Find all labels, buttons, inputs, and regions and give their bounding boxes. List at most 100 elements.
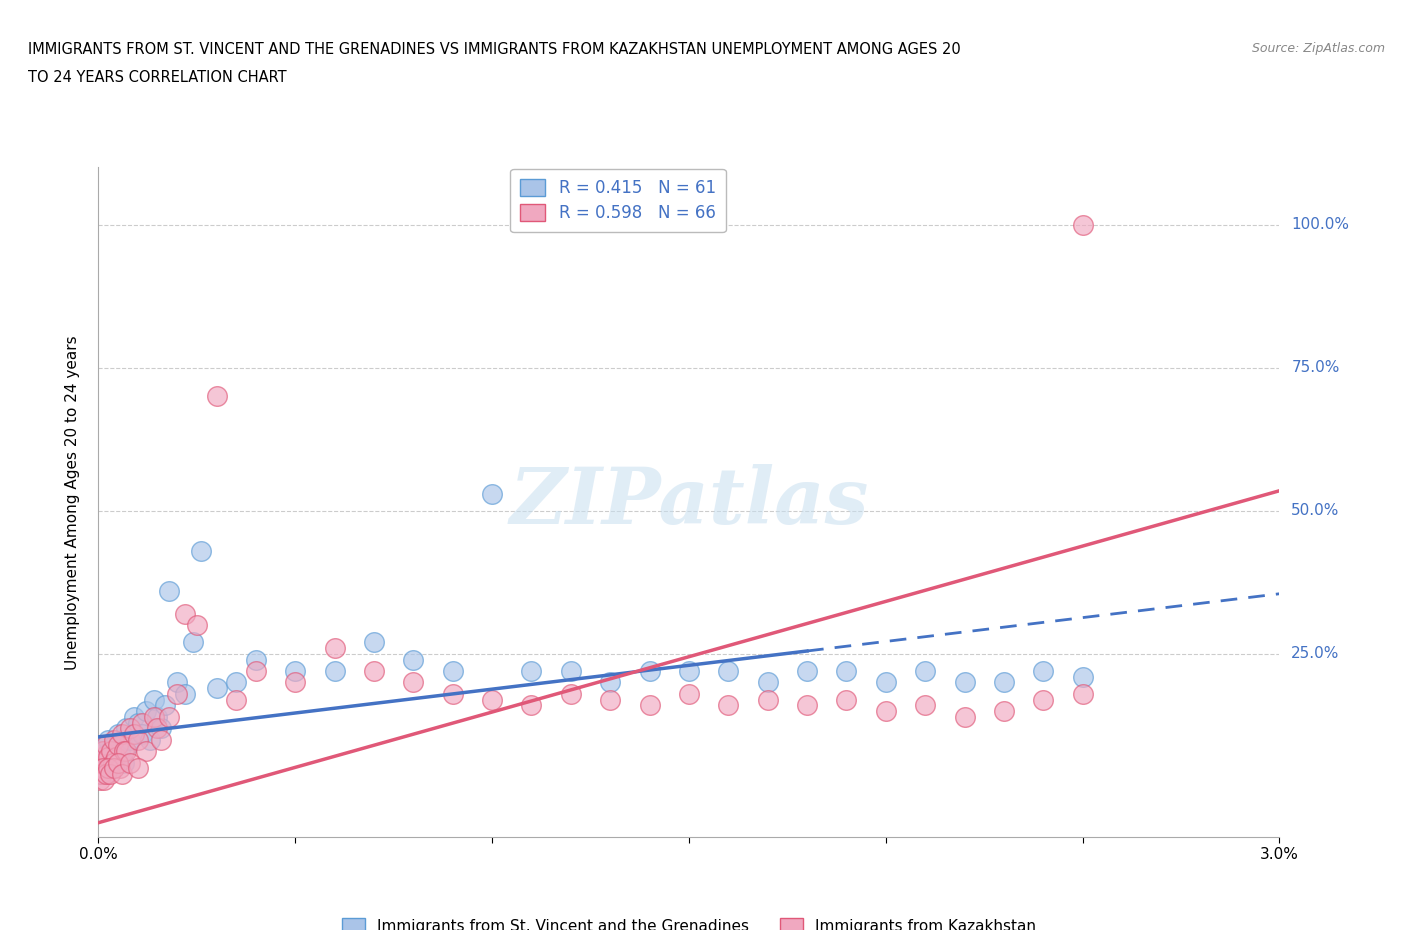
Point [108,744,131,759]
Point [520,664,543,679]
Point [142,692,165,707]
Point [98,761,121,776]
Point [118,732,141,747]
Point [225,692,247,707]
Point [98,744,121,759]
Point [953,710,976,724]
Point [89,750,111,764]
Point [875,704,897,719]
Point [1071,218,1094,232]
Point [166,686,188,701]
Point [107,726,129,741]
Point [89,755,111,770]
Point [205,389,228,404]
Point [756,692,779,707]
Point [96,761,118,776]
Point [127,715,149,730]
Point [115,744,138,759]
Point [914,698,936,712]
Point [103,761,125,776]
Legend: Immigrants from St. Vincent and the Grenadines, Immigrants from Kazakhstan: Immigrants from St. Vincent and the Gren… [336,911,1042,930]
Point [107,738,129,753]
Point [100,744,122,759]
Text: 100.0%: 100.0% [1291,217,1350,232]
Point [560,664,582,679]
Point [323,664,346,679]
Point [638,664,661,679]
Text: 25.0%: 25.0% [1291,646,1340,661]
Point [107,755,129,770]
Point [94,766,117,781]
Point [717,698,740,712]
Point [284,664,307,679]
Point [98,766,121,781]
Point [284,675,307,690]
Point [402,675,425,690]
Point [520,698,543,712]
Point [323,641,346,656]
Point [122,726,145,741]
Point [91,761,114,776]
Point [90,766,112,781]
Point [97,732,120,747]
Point [118,755,141,770]
Point [131,715,153,730]
Point [93,772,115,787]
Point [186,618,208,632]
Point [89,766,111,781]
Point [245,652,267,667]
Point [87,761,110,776]
Point [135,704,157,719]
Point [150,732,173,747]
Point [678,664,700,679]
Point [89,772,111,787]
Point [174,606,197,621]
Point [90,750,112,764]
Point [402,652,425,667]
Point [157,710,180,724]
Point [796,664,818,679]
Point [111,766,134,781]
Point [363,664,385,679]
Point [98,761,121,776]
Point [112,744,135,759]
Text: IMMIGRANTS FROM ST. VINCENT AND THE GRENADINES VS IMMIGRANTS FROM KAZAKHSTAN UNE: IMMIGRANTS FROM ST. VINCENT AND THE GREN… [28,42,960,57]
Point [560,686,582,701]
Point [756,675,779,690]
Point [127,732,149,747]
Point [481,692,503,707]
Point [1071,670,1094,684]
Point [181,635,204,650]
Point [914,664,936,679]
Point [90,761,112,776]
Point [638,698,661,712]
Point [717,664,740,679]
Point [599,692,621,707]
Point [993,704,1015,719]
Point [103,732,125,747]
Point [122,710,145,724]
Point [205,681,228,696]
Text: ZIPatlas: ZIPatlas [509,464,869,540]
Point [115,721,138,736]
Point [166,675,188,690]
Text: Source: ZipAtlas.com: Source: ZipAtlas.com [1251,42,1385,55]
Text: 50.0%: 50.0% [1291,503,1340,518]
Point [101,755,124,770]
Point [190,543,212,558]
Point [87,755,110,770]
Point [105,750,128,764]
Point [599,675,621,690]
Point [835,692,858,707]
Point [363,635,385,650]
Point [108,761,131,776]
Point [146,721,169,736]
Point [111,732,134,747]
Point [112,755,135,770]
Point [118,721,141,736]
Point [111,726,134,741]
Point [103,738,125,753]
Point [138,732,160,747]
Point [875,675,897,690]
Text: 75.0%: 75.0% [1291,360,1340,375]
